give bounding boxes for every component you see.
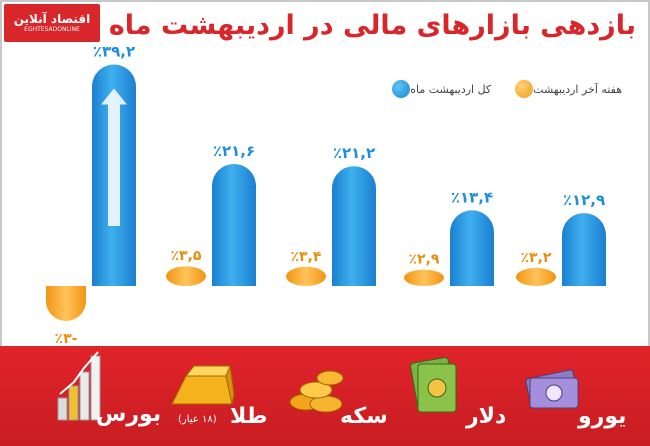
gold-bar-icon bbox=[171, 364, 235, 405]
orange-bar-2 bbox=[286, 266, 326, 286]
category-sublabel-gold: (۱۸ عیار) bbox=[178, 414, 217, 425]
chart-bars-icon bbox=[57, 351, 101, 421]
blue-bar-3 bbox=[450, 210, 494, 286]
logo-name: اقتصاد آنلاین bbox=[13, 12, 91, 26]
orange-value-label-0: -٪۳ bbox=[55, 331, 78, 346]
category-bourse: بورس bbox=[40, 346, 161, 446]
legend-item-orange: هفته آخر اردیبهشت bbox=[509, 80, 622, 98]
orange-bar-3 bbox=[404, 269, 444, 286]
orange-bar-4 bbox=[516, 267, 556, 286]
orange-value-label-2: ٪۳,۴ bbox=[291, 249, 322, 265]
up-arrow-icon bbox=[101, 88, 127, 227]
bar-chart: -٪۳ ٪۳۹,۲ ٪۳,۵ ٪۲۱,۶ ٪۳,۴ ٪۲۱,۲ ٪۲,۹ ٪۱۳,۴ ٪۳,۲ ٪… bbox=[46, 43, 606, 346]
blue-bar-2 bbox=[332, 166, 376, 286]
category-label-gold: طلا bbox=[230, 404, 268, 429]
category-label-coin: سکه bbox=[340, 404, 388, 429]
legend: کل اردیبهشت ماه هفته آخر اردیبهشت bbox=[368, 79, 622, 99]
orange-value-label-4: ٪۳,۲ bbox=[521, 250, 552, 266]
category-label-dollar: دلار bbox=[466, 404, 507, 429]
category-dollar: دلار bbox=[400, 346, 510, 446]
legend-blue-label: کل اردیبهشت ماه bbox=[410, 82, 492, 96]
category-label-euro: یورو bbox=[578, 404, 627, 429]
blue-bar-4 bbox=[562, 213, 606, 286]
blue-value-label-0: ٪۳۹,۲ bbox=[93, 43, 135, 61]
logo-sub: EGHTESADONLINE bbox=[24, 26, 80, 33]
blue-bar-1 bbox=[212, 163, 256, 286]
category-gold: طلا (۱۸ عیار) bbox=[160, 346, 280, 446]
euro-bills-icon bbox=[525, 369, 579, 409]
dollar-bills-icon bbox=[410, 357, 457, 413]
blue-value-label-3: ٪۱۳,۴ bbox=[451, 188, 493, 206]
blue-value-label-1: ٪۲۱,۶ bbox=[213, 142, 255, 160]
category-euro: یورو bbox=[518, 346, 628, 446]
coins-icon bbox=[289, 370, 344, 413]
orange-bar-1 bbox=[166, 266, 206, 286]
category-coin: سکه bbox=[282, 346, 392, 446]
legend-blue-swatch bbox=[392, 80, 411, 98]
orange-value-label-3: ٪۲,۹ bbox=[409, 252, 440, 268]
blue-value-label-2: ٪۲۱,۲ bbox=[333, 144, 375, 162]
legend-orange-swatch bbox=[515, 80, 534, 98]
orange-value-label-1: ٪۳,۵ bbox=[171, 248, 202, 264]
legend-item-blue: کل اردیبهشت ماه bbox=[386, 80, 491, 98]
category-label-bourse: بورس bbox=[96, 402, 162, 427]
orange-bar-0 bbox=[46, 286, 86, 321]
blue-value-label-4: ٪۱۲,۹ bbox=[563, 191, 605, 209]
chart-title: بازدهی بازارهای مالی در اردیبهشت ماه bbox=[108, 10, 636, 41]
brand-logo: اقتصاد آنلاین EGHTESADONLINE bbox=[4, 4, 100, 42]
legend-orange-label: هفته آخر اردیبهشت bbox=[533, 82, 622, 96]
